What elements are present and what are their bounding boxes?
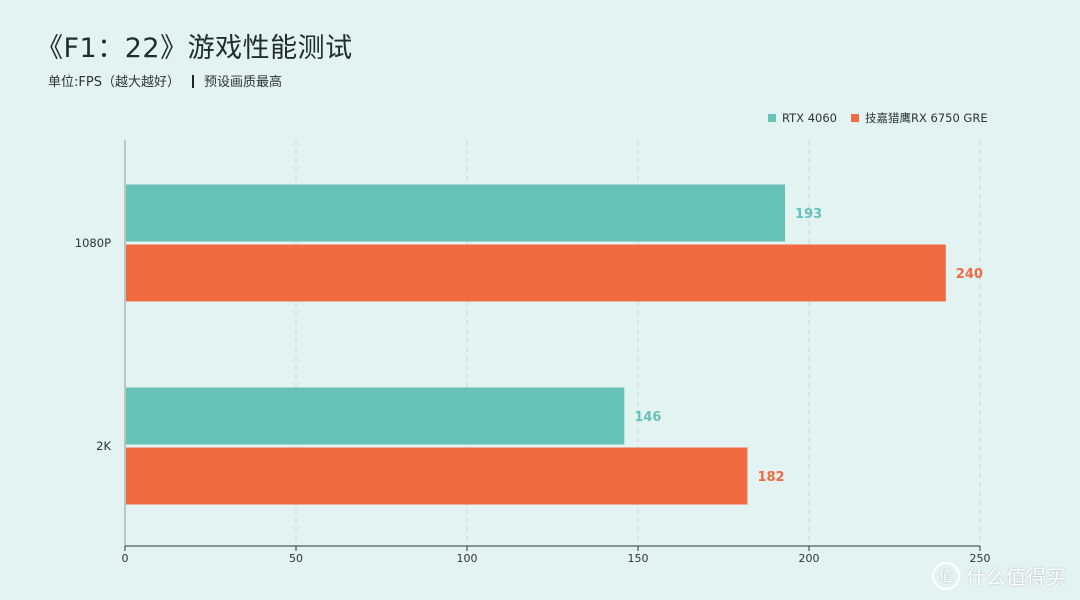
watermark-text: 什么值得买	[966, 565, 1066, 589]
separator	[191, 75, 194, 88]
x-tick-label-0: 0	[122, 552, 129, 565]
watermark-logo: 值	[932, 561, 960, 590]
legend-item-series1: RTX 4060	[768, 111, 837, 125]
x-tick-label-100: 100	[457, 552, 478, 565]
legend-swatch-series1	[768, 114, 776, 122]
data-label-2K-series2: 182	[757, 470, 784, 485]
bar-1080P-series2	[126, 244, 946, 302]
chart-title: 《F1：22》游戏性能测试	[36, 33, 353, 64]
data-label-1080P-series1: 193	[795, 207, 822, 222]
bar-2K-series1	[126, 387, 625, 445]
legend-item-series2: 技嘉猎鹰RX 6750 GRE	[850, 110, 988, 126]
legend: RTX 4060 技嘉猎鹰RX 6750 GRE	[768, 110, 988, 126]
data-label-1080P-series2: 240	[956, 267, 983, 282]
bar-1080P-series1	[126, 184, 786, 242]
legend-swatch-series2	[850, 114, 859, 122]
data-label-2K-series1: 146	[634, 410, 661, 425]
legend-label-series1: RTX 4060	[782, 111, 837, 125]
watermark: 值 什么值得买	[932, 561, 1066, 590]
legend-label-series2: 技嘉猎鹰RX 6750 GRE	[864, 111, 988, 125]
preset-note: 预设画质最高	[203, 75, 282, 90]
x-tick-label-200: 200	[799, 552, 820, 565]
x-tick-label-150: 150	[628, 552, 649, 565]
chart-subtitle: 单位:FPS（越大越好） 预设画质最高	[48, 71, 282, 90]
unit-label: 单位:FPS（越大越好）	[48, 75, 180, 90]
category-label-2K: 2K	[96, 439, 111, 453]
category-label-1080P: 1080P	[75, 236, 111, 250]
bar-2K-series2	[126, 447, 748, 505]
x-tick-label-250: 250	[970, 552, 991, 565]
x-tick-label-50: 50	[289, 552, 303, 565]
